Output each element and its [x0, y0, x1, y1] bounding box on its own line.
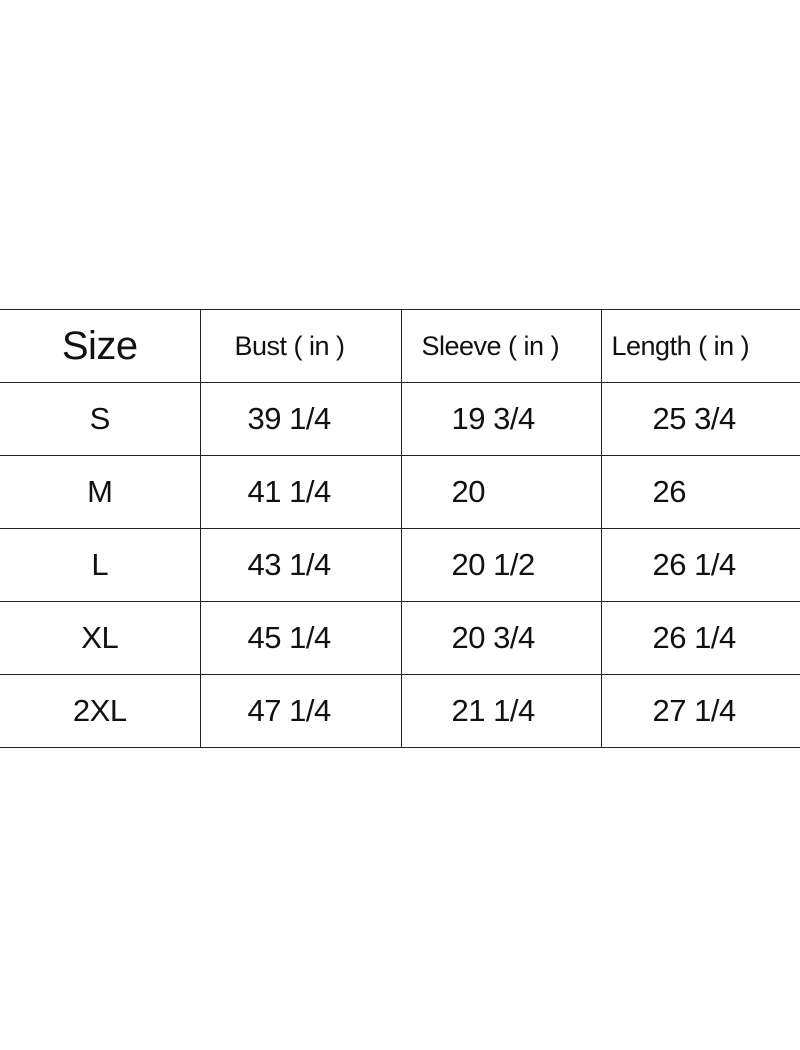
cell-bust: 41 1/4 [199, 455, 402, 529]
table-row: 2XL 47 1/4 21 1/4 27 1/4 [0, 674, 800, 748]
cell-bust: 45 1/4 [199, 601, 402, 675]
cell-bust: 43 1/4 [199, 528, 402, 602]
size-chart-table: Size Bust ( in ) Sleeve ( in ) Length ( … [0, 309, 800, 748]
header-size: Size [0, 309, 201, 383]
table-row: M 41 1/4 20 26 [0, 455, 800, 529]
cell-length: 27 1/4 [600, 674, 800, 748]
cell-sleeve: 20 [400, 455, 602, 529]
cell-length: 26 [600, 455, 800, 529]
cell-sleeve: 21 1/4 [400, 674, 602, 748]
cell-sleeve: 20 1/2 [400, 528, 602, 602]
cell-length: 26 1/4 [600, 601, 800, 675]
cell-sleeve: 20 3/4 [400, 601, 602, 675]
cell-bust: 39 1/4 [199, 382, 402, 456]
header-sleeve: Sleeve ( in ) [400, 309, 602, 383]
cell-length: 25 3/4 [600, 382, 800, 456]
table-row: L 43 1/4 20 1/2 26 1/4 [0, 528, 800, 602]
cell-sleeve: 19 3/4 [400, 382, 602, 456]
cell-size: S [0, 382, 201, 456]
cell-length: 26 1/4 [600, 528, 800, 602]
header-bust: Bust ( in ) [199, 309, 402, 383]
table-row: S 39 1/4 19 3/4 25 3/4 [0, 382, 800, 456]
header-length: Length ( in ) [600, 309, 800, 383]
table-row: XL 45 1/4 20 3/4 26 1/4 [0, 601, 800, 675]
cell-size: 2XL [0, 674, 201, 748]
cell-size: L [0, 528, 201, 602]
cell-size: XL [0, 601, 201, 675]
header-row: Size Bust ( in ) Sleeve ( in ) Length ( … [0, 309, 800, 383]
cell-size: M [0, 455, 201, 529]
cell-bust: 47 1/4 [199, 674, 402, 748]
